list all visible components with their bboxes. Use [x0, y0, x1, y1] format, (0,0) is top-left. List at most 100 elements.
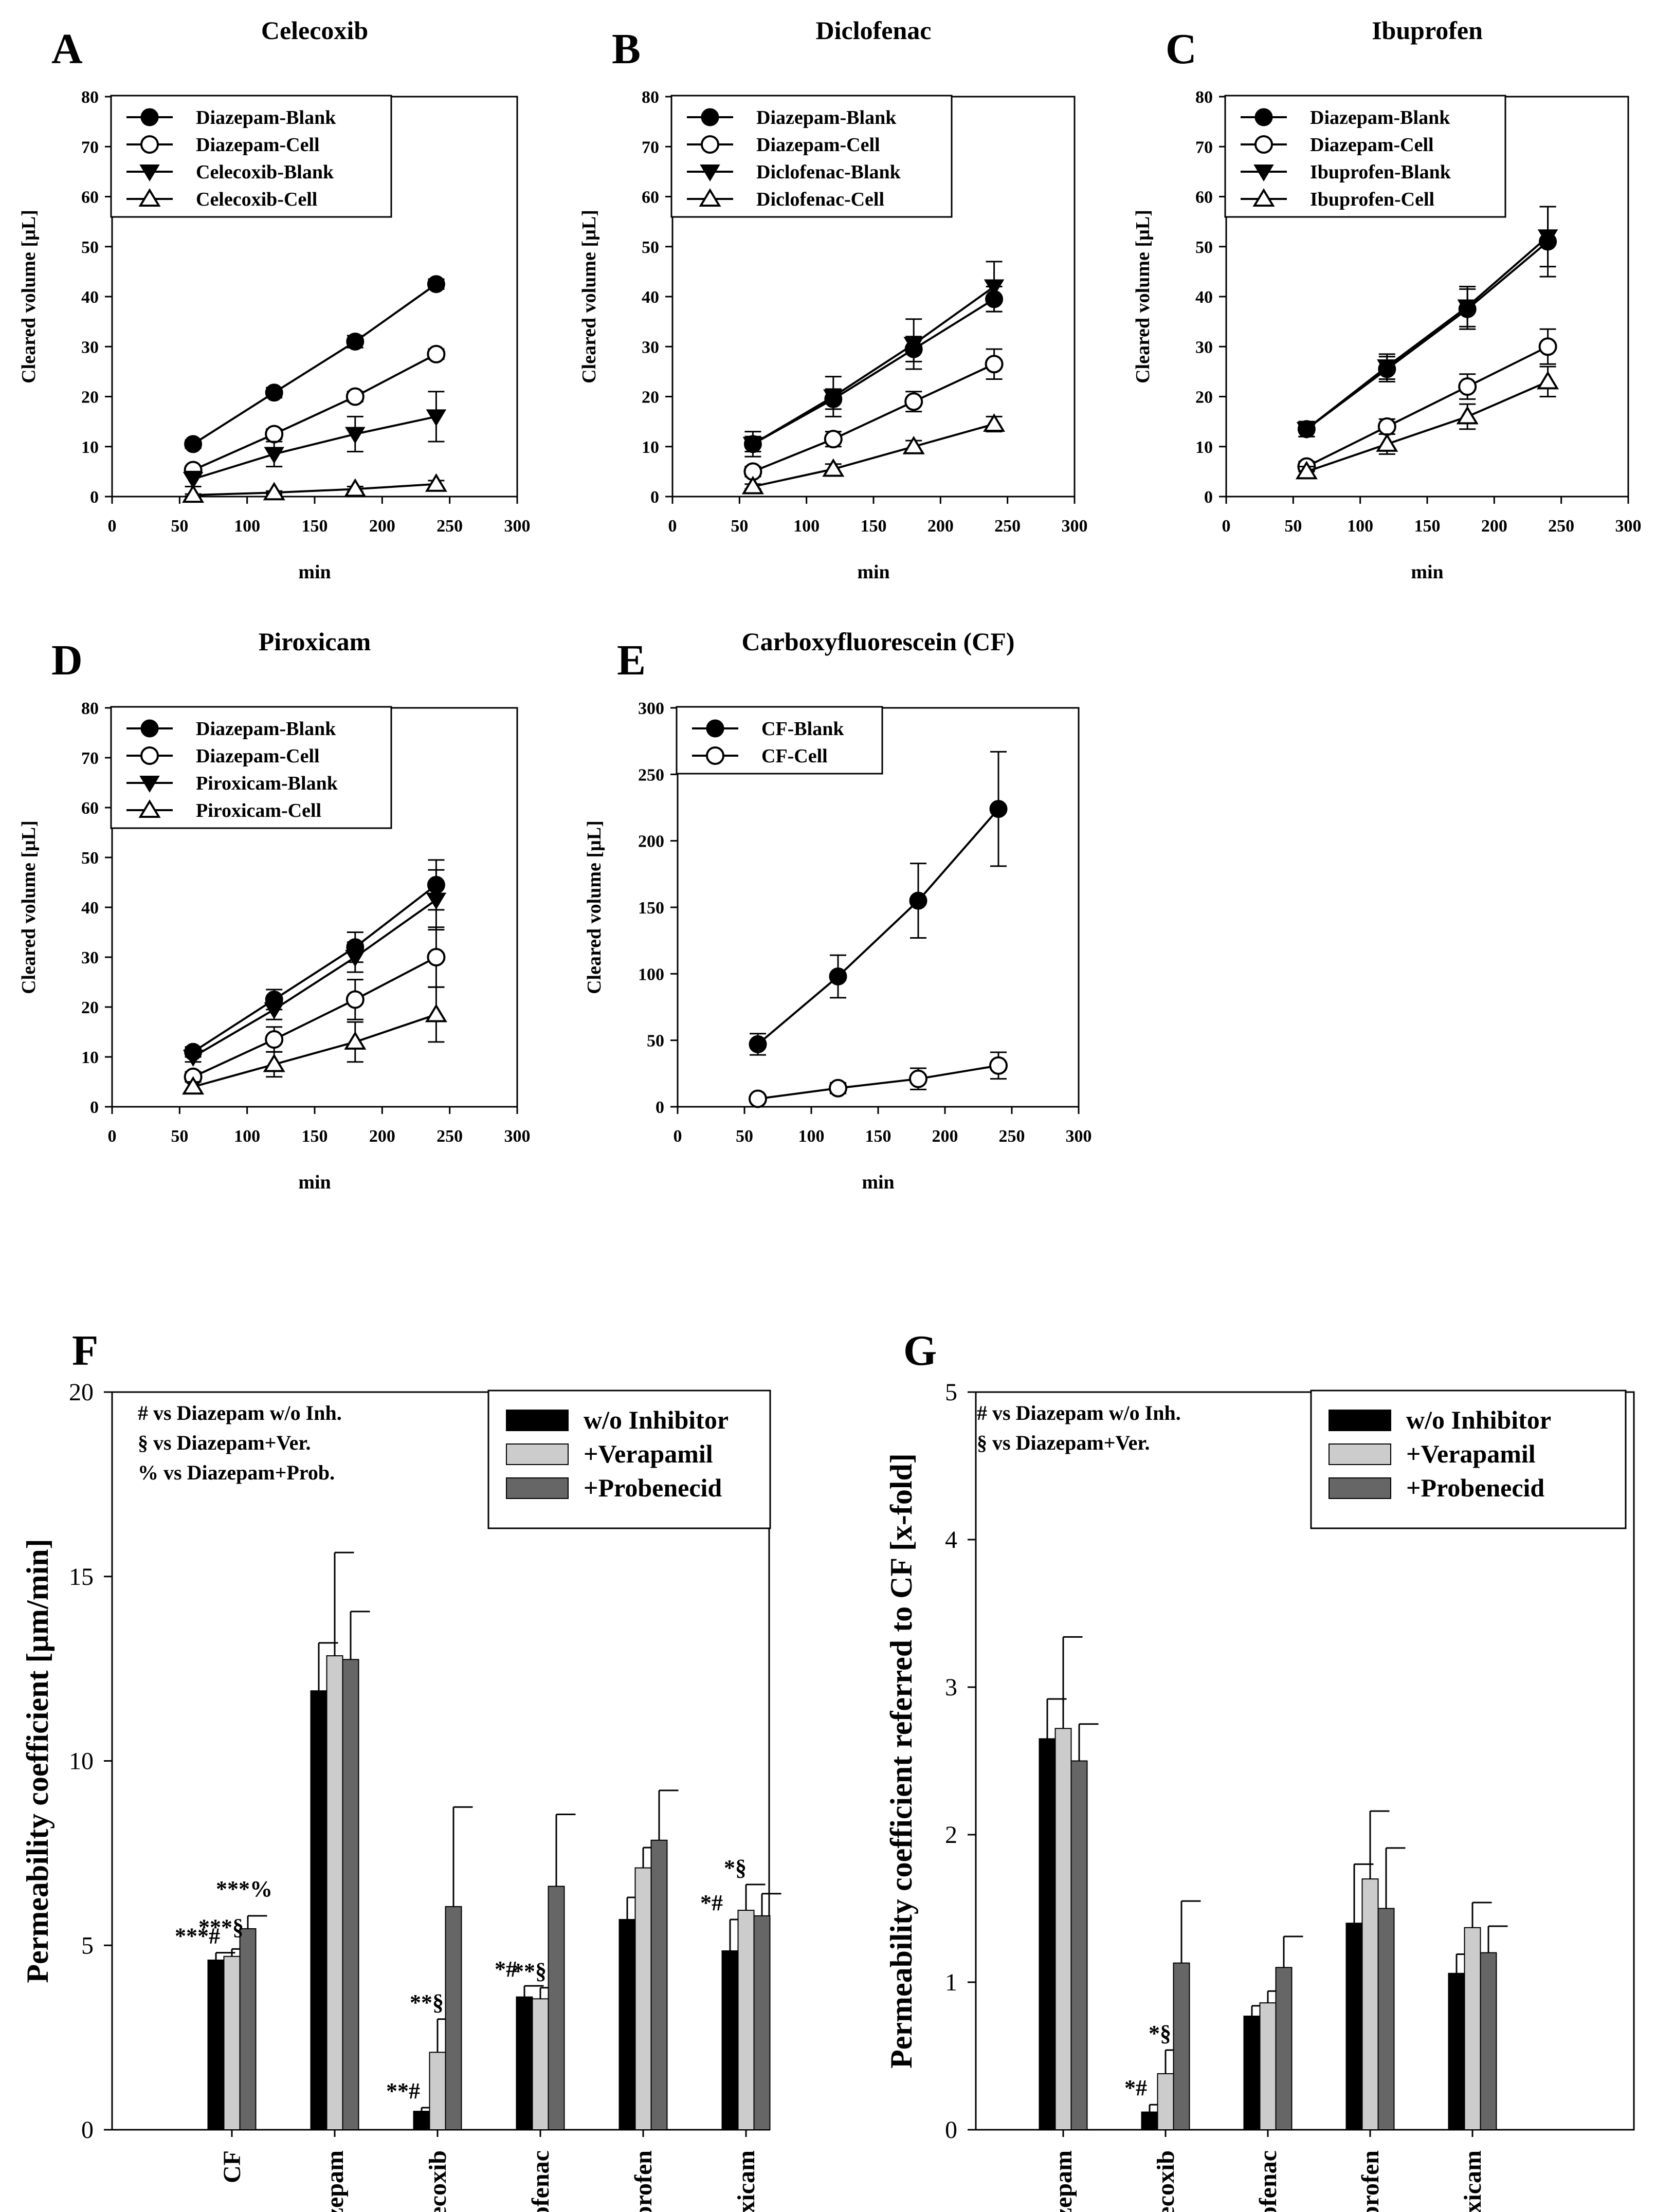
significance-label: ***# — [175, 1924, 220, 1949]
series-line — [752, 298, 995, 445]
y-tick-label: 20 — [69, 1379, 94, 1406]
y-tick-label: 60 — [1195, 188, 1213, 207]
y-tick-label: 0 — [945, 2116, 957, 2144]
y-tick-label: 70 — [81, 749, 99, 768]
x-tick-label: 250 — [436, 1127, 463, 1146]
x-tick-label: 50 — [731, 517, 748, 536]
series-celecoxib-cell — [182, 473, 447, 503]
legend-marker — [700, 164, 720, 181]
data-point — [1295, 461, 1318, 480]
data-point — [263, 1053, 285, 1072]
series-diazepam-cell — [184, 344, 446, 480]
series-line — [752, 363, 995, 473]
bar — [1157, 2073, 1174, 2130]
x-tick-label: 100 — [793, 517, 820, 536]
x-axis-label: min — [862, 1172, 894, 1193]
series-diazepam-blank — [184, 859, 445, 1061]
data-point — [264, 447, 284, 464]
bar — [413, 2111, 430, 2130]
x-axis-label: min — [298, 561, 331, 583]
y-tick-label: 30 — [81, 948, 99, 967]
data-point — [909, 1069, 927, 1088]
y-tick-label: 3 — [945, 1674, 957, 1701]
category-diclofenac: Diclofenac — [516, 1814, 576, 2212]
bar — [548, 1886, 565, 2130]
series-cf-cell — [749, 1051, 1008, 1108]
legend-label: Piroxicam-Blank — [196, 773, 338, 794]
data-point — [184, 435, 203, 453]
data-point — [1456, 406, 1479, 425]
legend-label: +Verapamil — [1406, 1439, 1536, 1468]
category-diazepam: Diazepam — [310, 1551, 370, 2212]
legend-swatch — [1329, 1410, 1391, 1431]
y-tick-label: 50 — [81, 238, 99, 257]
series-cf-blank — [749, 751, 1008, 1056]
legend-marker — [701, 108, 719, 126]
panel-letter: B — [612, 25, 641, 73]
y-tick-label: 10 — [81, 438, 99, 457]
y-tick-label: 20 — [81, 388, 99, 407]
legend-marker — [139, 164, 160, 181]
series-diclofenac-blank — [742, 261, 1005, 458]
data-point — [427, 344, 446, 363]
data-point — [344, 1031, 367, 1050]
y-tick-label: 150 — [638, 899, 664, 918]
data-point — [345, 427, 366, 444]
y-tick-label: 10 — [69, 1748, 94, 1775]
legend-label: Diazepam-Cell — [756, 134, 880, 156]
chart-title: Carboxyfluorescein (CF) — [742, 627, 1015, 656]
bar — [1345, 1923, 1363, 2130]
y-axis-label: Permeability coefficient [µm/min] — [21, 1539, 54, 1983]
x-tick-label: 50 — [171, 517, 188, 536]
data-point — [742, 436, 763, 454]
category-diazepam: Diazepam — [1039, 1636, 1099, 2212]
series-diclofenac-cell — [741, 413, 1006, 495]
x-tick-label: 150 — [861, 517, 887, 536]
series-ibuprofen-cell — [1295, 365, 1559, 480]
y-tick-label: 5 — [81, 1932, 94, 1959]
legend-note: § vs Diazepam+Ver. — [138, 1431, 311, 1454]
y-tick-label: 50 — [1195, 238, 1213, 257]
y-tick-label: 80 — [81, 699, 99, 718]
legend: Diazepam-Blank Diazepam-Cell Ibuprofen-Bla… — [1224, 95, 1506, 218]
legend-label: w/o Inhibitor — [584, 1405, 729, 1434]
y-tick-label: 0 — [656, 1098, 664, 1117]
x-tick-label: Celecoxib — [424, 2150, 451, 2212]
legend-label: Diclofenac-Blank — [756, 161, 901, 183]
y-axis-label: Cleared volume [µL] — [578, 210, 600, 383]
y-tick-label: 250 — [638, 765, 664, 784]
series-diazepam-blank — [184, 275, 445, 453]
y-tick-label: 0 — [1204, 488, 1213, 507]
legend-note: % vs Diazepam+Prob. — [138, 1461, 335, 1484]
bar — [1070, 1760, 1088, 2130]
data-point — [1537, 371, 1559, 390]
legend-label: Diazepam-Cell — [1310, 134, 1434, 156]
data-point — [426, 409, 447, 427]
bar — [618, 1919, 636, 2130]
legend-note: # vs Diazepam w/o Inh. — [977, 1401, 1181, 1424]
bar — [532, 1998, 549, 2131]
category-celecoxib: Celecoxib — [1141, 1900, 1201, 2212]
x-tick-label: Diazepam — [321, 2150, 349, 2212]
y-tick-label: 2 — [945, 1821, 957, 1849]
category-diclofenac: Diclofenac — [1243, 1935, 1303, 2212]
data-point — [425, 473, 447, 492]
legend-marker — [706, 746, 724, 765]
category-celecoxib: Celecoxib — [413, 1806, 473, 2212]
y-tick-label: 5 — [945, 1379, 957, 1406]
y-tick-label: 0 — [81, 2116, 94, 2144]
significance-label: *# — [700, 1890, 723, 1915]
significance-label: *§ — [1149, 2021, 1171, 2046]
x-tick-label: 300 — [504, 517, 531, 536]
series-line — [1306, 235, 1549, 430]
series-line — [192, 353, 437, 471]
x-tick-label: 0 — [674, 1127, 682, 1146]
chart-title: Ibuprofen — [1372, 16, 1483, 45]
legend-label: Diazepam-Blank — [1310, 107, 1450, 129]
category-cf: CF — [207, 1915, 267, 2183]
data-point — [346, 333, 365, 351]
data-point — [263, 482, 285, 501]
legend-note: # vs Diazepam w/o Inh. — [138, 1401, 342, 1424]
y-axis-label: Cleared volume [µL] — [1132, 210, 1154, 383]
